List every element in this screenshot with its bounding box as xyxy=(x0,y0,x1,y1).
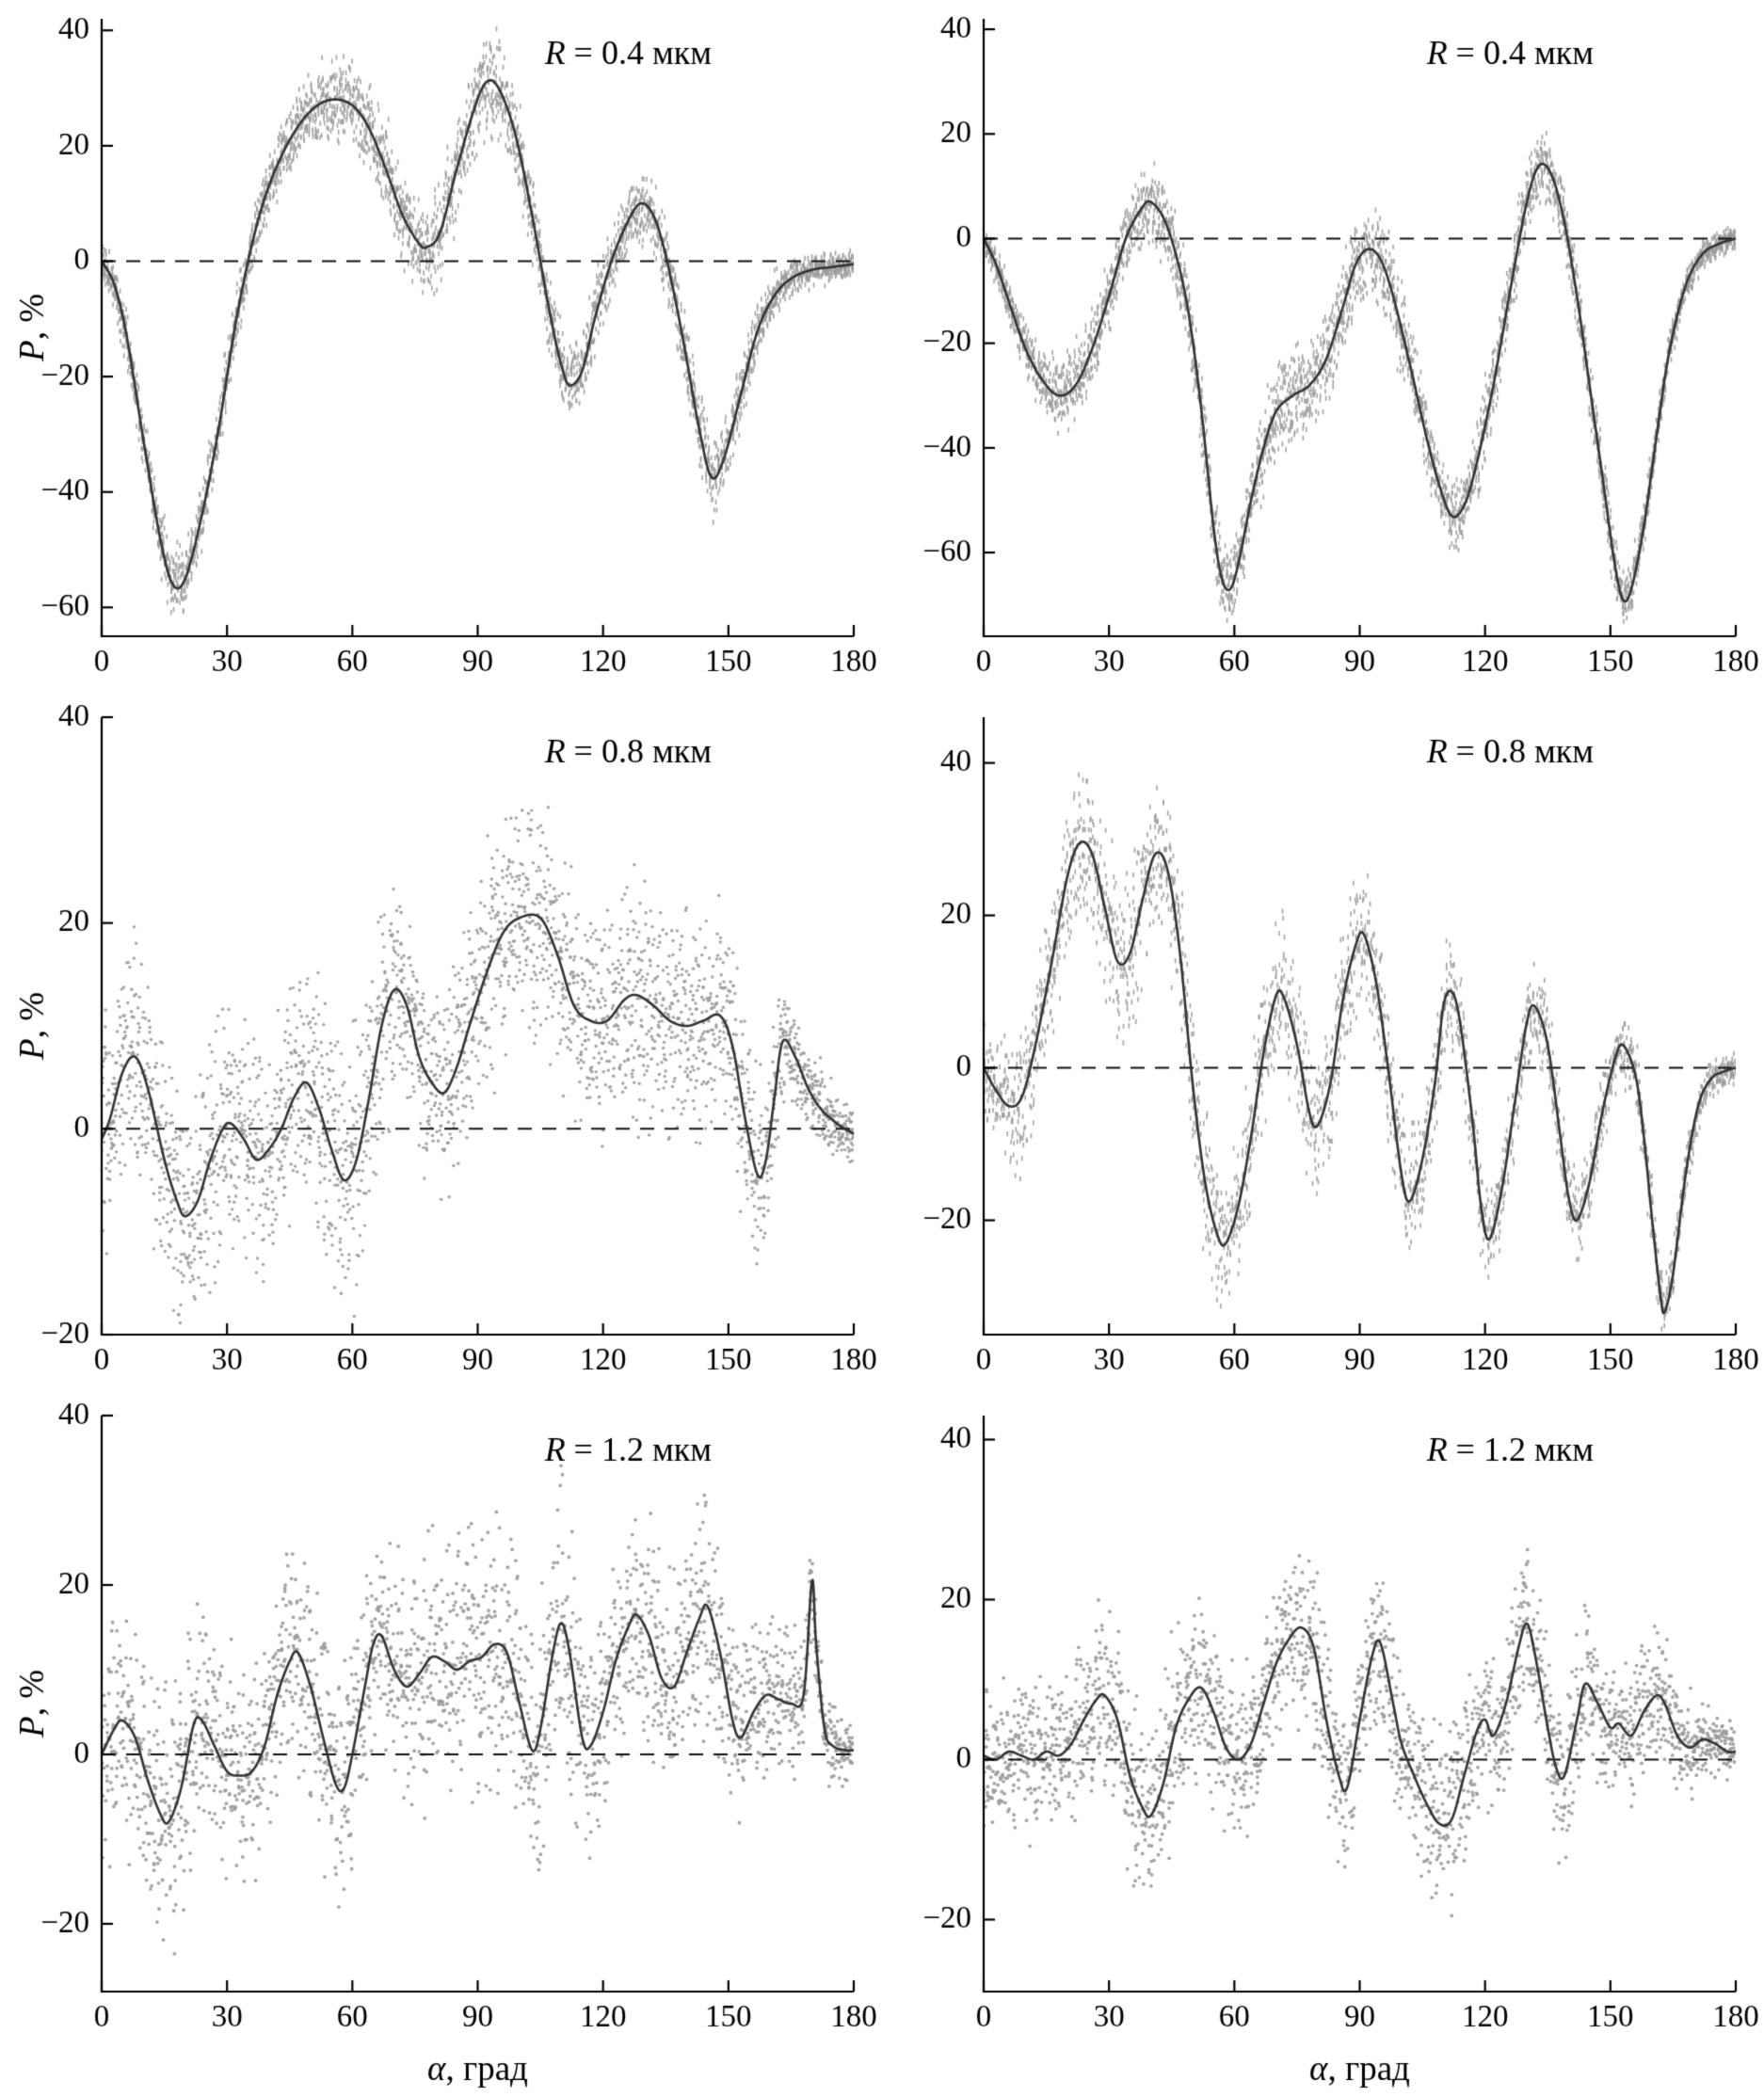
chart-panel-r04-left xyxy=(0,0,882,698)
chart-panel-r04-right xyxy=(882,0,1764,698)
chart-panel-r08-left xyxy=(0,698,882,1397)
chart-panel-r12-right xyxy=(882,1397,1764,2097)
chart-panel-r08-right xyxy=(882,698,1764,1397)
chart-panel-r12-left xyxy=(0,1397,882,2097)
